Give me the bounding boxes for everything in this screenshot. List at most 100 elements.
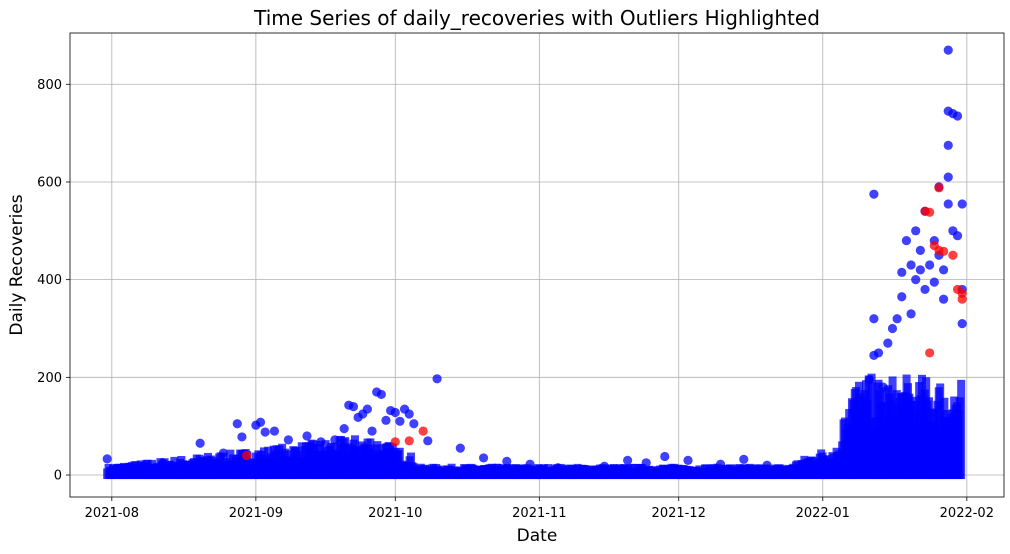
data-point	[906, 260, 916, 270]
data-point	[218, 448, 228, 458]
data-point	[376, 389, 386, 400]
data-point	[762, 460, 772, 470]
data-point	[897, 292, 907, 302]
data-point	[864, 375, 874, 385]
y-tick-label: 400	[37, 273, 62, 288]
data-point	[641, 458, 651, 468]
data-point	[348, 402, 359, 412]
outlier-point	[404, 436, 414, 446]
x-tick-label: 2021-10	[368, 506, 422, 521]
data-point	[339, 424, 349, 434]
x-tick-label: 2021-09	[229, 506, 283, 521]
data-point	[915, 245, 925, 255]
data-point	[943, 199, 953, 209]
data-point	[390, 407, 400, 418]
data-point	[938, 265, 949, 275]
data-point	[423, 436, 433, 446]
outlier-point	[925, 348, 935, 358]
data-point	[943, 172, 953, 182]
data-point	[850, 441, 860, 451]
data-point	[367, 426, 377, 436]
y-axis-label: Daily Recoveries	[7, 194, 27, 335]
x-tick-label: 2022-02	[940, 506, 994, 521]
data-point	[911, 226, 921, 236]
data-point	[255, 417, 266, 427]
data-point	[260, 427, 270, 437]
data-point	[878, 382, 888, 392]
data-point	[125, 461, 136, 471]
data-point	[957, 199, 967, 209]
data-point	[869, 314, 879, 324]
data-point	[715, 459, 726, 469]
x-tick-label: 2021-12	[652, 506, 706, 521]
data-point	[869, 189, 879, 199]
data-point	[929, 277, 939, 287]
data-point	[836, 450, 846, 461]
data-point	[925, 260, 935, 270]
data-point	[195, 438, 205, 448]
y-tick-label: 800	[37, 78, 62, 93]
data-point	[599, 461, 609, 471]
chart-title: Time Series of daily_recoveries with Out…	[253, 6, 820, 30]
data-point	[316, 437, 326, 447]
data-point	[269, 426, 280, 436]
data-point	[952, 111, 963, 121]
data-point	[237, 432, 247, 442]
data-point	[957, 319, 967, 329]
data-point	[330, 435, 340, 445]
outlier-point	[241, 450, 252, 461]
data-point	[362, 404, 372, 414]
data-point	[623, 455, 633, 465]
data-point	[911, 275, 921, 285]
data-point	[938, 294, 949, 304]
data-point	[883, 338, 893, 348]
density-band	[867, 373, 876, 480]
data-point	[887, 323, 898, 334]
y-tick-label: 600	[37, 175, 62, 190]
grid	[70, 33, 1004, 497]
data-point	[943, 140, 953, 150]
data-point	[395, 416, 405, 426]
x-axis-ticks: 2021-08 2021-09 2021-10 2021-11 2021-12 2022-…	[85, 497, 994, 521]
data-point	[102, 454, 112, 464]
data-point	[409, 419, 419, 429]
density-band	[957, 379, 966, 480]
outlier-points	[241, 183, 967, 461]
plot-frame	[69, 32, 1005, 498]
data-point	[283, 435, 293, 445]
data-point	[799, 461, 809, 471]
data-point	[158, 458, 168, 468]
data-point	[952, 231, 963, 241]
data-point	[455, 443, 465, 453]
x-tick-label: 2021-11	[512, 506, 566, 521]
data-point	[943, 45, 953, 55]
data-point	[525, 459, 535, 469]
data-point	[381, 415, 391, 425]
data-point	[553, 463, 563, 473]
data-point	[683, 455, 693, 465]
y-tick-label: 200	[37, 371, 62, 386]
data-point	[915, 265, 925, 275]
data-point	[478, 453, 489, 463]
outlier-point	[948, 250, 958, 260]
data-point	[920, 284, 930, 295]
y-axis-ticks: 0 200 400 600 800	[37, 78, 70, 484]
outlier-point	[418, 426, 428, 436]
x-tick-label: 2021-08	[85, 506, 139, 521]
x-tick-label: 2022-01	[796, 506, 850, 521]
data-point	[404, 409, 414, 419]
data-points	[102, 45, 967, 473]
outlier-point	[390, 437, 400, 447]
data-point	[660, 451, 670, 462]
data-point	[906, 309, 916, 319]
outlier-point	[938, 246, 949, 256]
data-point	[859, 426, 870, 436]
data-point	[818, 459, 828, 469]
data-point	[232, 419, 242, 429]
y-tick-label: 0	[54, 469, 62, 484]
outlier-point	[934, 183, 944, 193]
data-point	[739, 454, 749, 464]
data-point	[502, 456, 512, 466]
outlier-point	[925, 207, 935, 217]
